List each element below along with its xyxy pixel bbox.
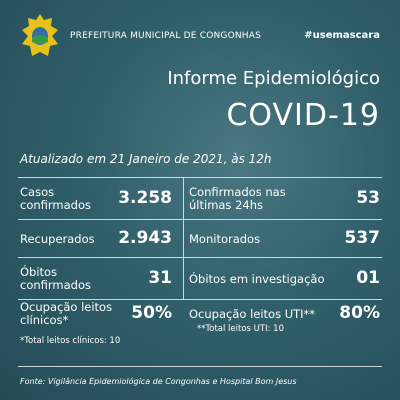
cell-label: confirmados <box>20 198 91 212</box>
cell-value: 2.943 <box>118 228 172 248</box>
cell-label: Ocupação leitos <box>20 300 113 314</box>
cell-label: Recuperados <box>20 231 95 246</box>
cell-label: clínicos* <box>20 313 69 327</box>
logo <box>22 14 58 56</box>
cell-label: Casos <box>20 185 55 199</box>
updated: Atualizado em 21 Janeiro de 2021, às 12h <box>20 152 272 166</box>
cell-label: Monitorados <box>189 231 261 246</box>
divider <box>18 177 382 178</box>
cell-value: 01 <box>356 268 380 288</box>
cell-note: *Total leitos clínicos: 10 <box>20 336 121 346</box>
cell-value: 80% <box>339 303 380 323</box>
cell-label: Ocupação leitos UTI** <box>189 306 316 321</box>
cell-note: **Total leitos UTI: 10 <box>197 324 284 334</box>
hashtag: #usemascara <box>304 30 380 41</box>
cell-value: 3.258 <box>118 188 172 208</box>
cell-label: Óbitos em investigação <box>189 271 325 286</box>
organization: PREFEITURA MUNICIPAL DE CONGONHAS <box>70 31 262 41</box>
title: Informe Epidemiológico <box>167 68 380 89</box>
subtitle: COVID-19 <box>226 98 380 133</box>
cell-value: 50% <box>131 303 172 323</box>
cell-label: Confirmados nas <box>189 185 286 199</box>
cell-label: últimas 24hs <box>189 198 263 212</box>
cell-label: confirmados <box>20 278 91 292</box>
cell-value: 53 <box>356 188 380 208</box>
divider <box>18 366 382 367</box>
cell-value: 31 <box>148 268 172 288</box>
cell-value: 537 <box>344 228 381 248</box>
divider <box>183 177 184 299</box>
source: Fonte: Vigilância Epidemiológica de Cong… <box>20 377 297 386</box>
divider <box>18 219 382 220</box>
cell-label: Óbitos <box>20 265 58 279</box>
divider <box>18 257 382 258</box>
divider <box>18 299 382 300</box>
